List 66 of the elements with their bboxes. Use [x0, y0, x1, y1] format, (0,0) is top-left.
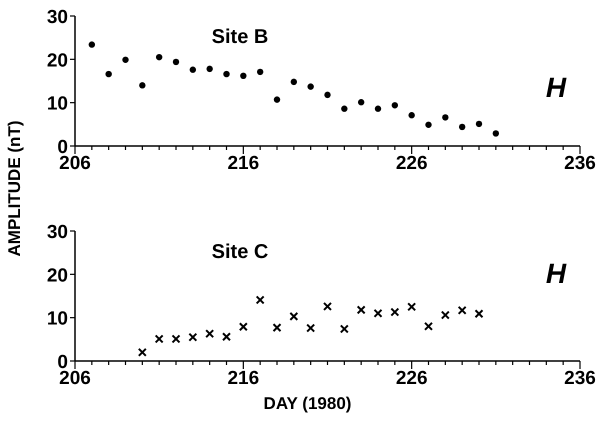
y-tick-label: 30 [46, 7, 68, 28]
x-tick-label: 226 [396, 368, 428, 389]
point [238, 322, 248, 332]
point [290, 78, 298, 86]
point [424, 322, 433, 331]
point [440, 310, 450, 320]
point [272, 323, 282, 332]
point [122, 56, 129, 63]
point [407, 302, 416, 312]
point [222, 332, 231, 342]
point [88, 41, 96, 48]
point [340, 324, 349, 334]
x-tick-label: 236 [564, 368, 596, 389]
point [307, 83, 314, 90]
point [324, 92, 331, 98]
point [190, 66, 196, 73]
point [156, 54, 162, 60]
y-tick-label: 30 [46, 222, 68, 243]
point [154, 334, 164, 344]
point [392, 102, 398, 108]
point [442, 114, 449, 121]
text: Site C [212, 241, 268, 263]
point [306, 324, 316, 333]
point [374, 106, 382, 112]
point [274, 96, 280, 103]
point [474, 309, 484, 318]
x-tick-label: 216 [227, 153, 260, 174]
point [476, 120, 482, 128]
point [223, 70, 230, 78]
annotation: H [546, 258, 567, 289]
x-tick-label: 216 [227, 368, 260, 389]
annotation: H [546, 72, 567, 103]
y-tick-label: 20 [46, 265, 68, 286]
point [408, 112, 415, 118]
point [172, 334, 180, 344]
point [105, 70, 112, 78]
y-tick-label: 20 [46, 50, 68, 72]
x-tick-label: 206 [59, 368, 91, 389]
point [172, 58, 180, 66]
y-tick-label: 10 [46, 308, 68, 330]
point [492, 130, 500, 137]
point [425, 122, 432, 128]
y-axis-title: AMPLITUDE (nT) [5, 120, 24, 256]
x-tick-label: 206 [59, 153, 91, 174]
point [256, 295, 265, 304]
point [458, 124, 466, 130]
point [358, 99, 364, 106]
x-axis-title: DAY (1980) [264, 394, 352, 413]
text: Site B [212, 26, 268, 48]
point [256, 68, 264, 76]
y-tick-label: 10 [46, 94, 68, 115]
point [390, 308, 400, 317]
x-tick-label: 226 [396, 153, 428, 174]
point [341, 106, 348, 112]
point [374, 308, 382, 318]
point [206, 66, 213, 72]
point [188, 332, 198, 342]
point [323, 302, 332, 311]
point [138, 348, 147, 357]
point [139, 82, 146, 89]
point [240, 72, 247, 79]
point [356, 305, 366, 314]
point [458, 306, 467, 315]
point [289, 312, 298, 321]
point [205, 329, 214, 338]
x-tick-label: 236 [564, 153, 596, 174]
